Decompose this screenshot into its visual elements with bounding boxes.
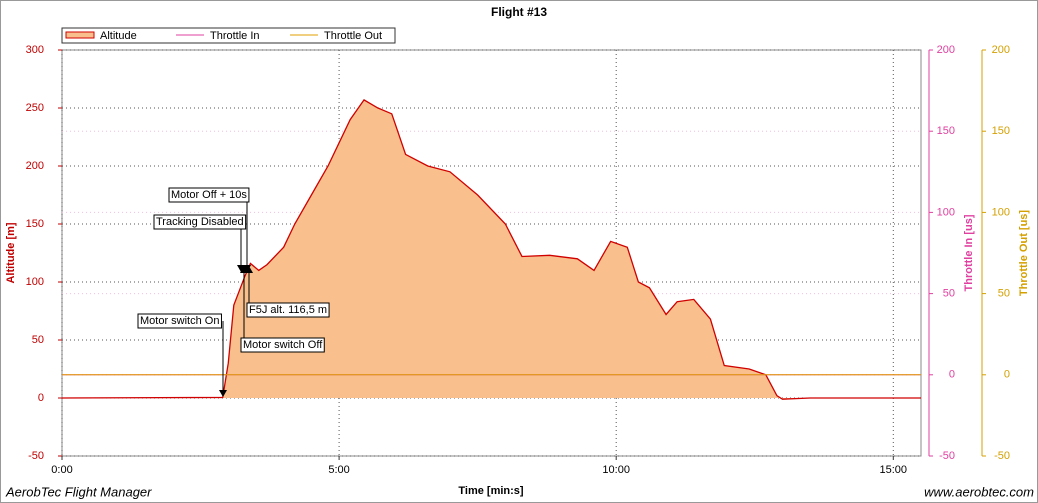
annotation-label: Tracking Disabled	[156, 216, 244, 228]
y-tick-label: 0	[38, 392, 44, 404]
annotation-arrow	[240, 266, 248, 273]
y3-tick-label: 100	[992, 206, 1010, 218]
legend-label: Throttle Out	[324, 30, 382, 42]
y3-tick-label: -50	[994, 450, 1010, 462]
y2-tick-label: 0	[949, 369, 955, 381]
y3-tick-label: 200	[992, 44, 1010, 56]
annotation-box	[137, 313, 222, 329]
annotation-label: F5J alt. 116,5 m	[249, 304, 327, 316]
x-tick-label: 10:00	[602, 464, 630, 476]
annotation-label: Motor switch Off	[243, 339, 323, 351]
legend-label: Altitude	[100, 30, 137, 42]
annotation-label: Motor switch On	[140, 315, 219, 327]
annotation-box	[153, 214, 247, 230]
y-tick-label: 150	[26, 218, 44, 230]
y3-tick-label: 0	[1004, 369, 1010, 381]
y2-tick-label: 200	[937, 44, 955, 56]
y2-tick-label: 50	[943, 288, 955, 300]
annotation-label: Motor Off + 10s	[171, 189, 247, 201]
y3-tick-label: 150	[992, 125, 1010, 137]
y2-tick-label: -50	[939, 450, 955, 462]
line	[61, 99, 921, 400]
legend	[61, 27, 396, 44]
y2-tick-label: 100	[937, 206, 955, 218]
y3-axis-title: Throttle Out [us]	[1018, 210, 1030, 296]
y2-axis-title: Throttle In [us]	[963, 214, 975, 291]
annotation-arrow	[237, 265, 245, 272]
y2-tick-label: 150	[937, 125, 955, 137]
annotation-box	[246, 302, 330, 318]
y-tick-label: 100	[26, 276, 44, 288]
annotation-arrow	[219, 390, 227, 397]
y-tick-label: -50	[28, 450, 44, 462]
x-tick-label: 15:00	[880, 464, 908, 476]
annotation-box	[240, 337, 325, 353]
x-axis-title: Time [min:s]	[458, 485, 524, 497]
chart-title: Flight #13	[491, 5, 547, 19]
annotation-box	[168, 187, 250, 203]
footer-left: AerobTec Flight Manager	[5, 484, 152, 499]
y-tick-label: 200	[26, 160, 44, 172]
footer-right: www.aerobtec.com	[924, 484, 1034, 499]
x-tick-label: 5:00	[328, 464, 349, 476]
area	[62, 99, 921, 400]
y3-tick-label: 50	[998, 288, 1010, 300]
legend-swatch	[65, 31, 95, 39]
y-tick-label: 50	[32, 334, 44, 346]
y-tick-label: 250	[26, 102, 44, 114]
y-axis-title: Altitude [m]	[5, 222, 17, 283]
y-tick-label: 300	[26, 44, 44, 56]
legend-label: Throttle In	[210, 30, 260, 42]
x-tick-label: 0:00	[51, 464, 72, 476]
